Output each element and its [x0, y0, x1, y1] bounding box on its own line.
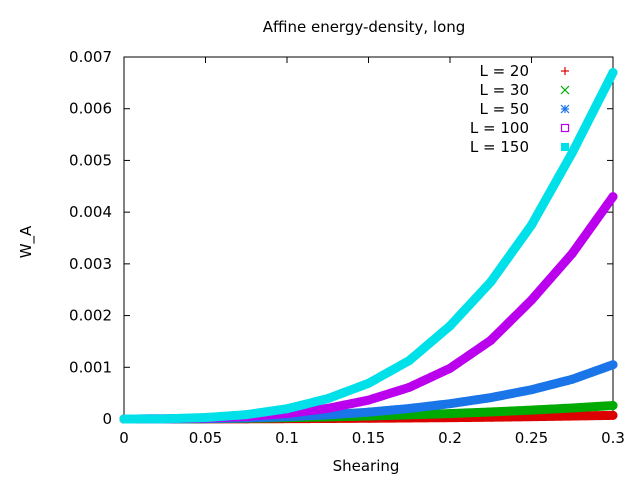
data-point [567, 403, 577, 413]
legend-item-l-100: L = 100 [470, 119, 570, 137]
legend-item-l-20: L = 20 [479, 62, 569, 80]
x-tick-label: 0.15 [352, 429, 385, 447]
x-tick-label: 0.2 [438, 429, 462, 447]
data-point [404, 382, 414, 392]
x-tick-label: 0.05 [189, 429, 222, 447]
data-point [567, 411, 577, 421]
data-point [282, 404, 292, 414]
series-band [119, 68, 618, 424]
y-axis: 0 0.001 0.002 0.003 0.004 0.005 0.006 0.007 [69, 48, 613, 428]
x-axis-label: Shearing [333, 457, 400, 475]
legend-label: L = 100 [470, 119, 529, 137]
data-point [486, 277, 496, 287]
y-tick-label: 0.004 [69, 203, 112, 221]
legend-item-l-150: L = 150 [470, 138, 569, 156]
data-point [201, 413, 210, 423]
legend-label: L = 30 [479, 81, 529, 99]
data-point [527, 295, 536, 305]
chart-title: Affine energy-density, long [263, 18, 466, 36]
legend-marker-star [560, 104, 570, 114]
data-point [364, 378, 373, 388]
x-tick-label: 0.25 [515, 429, 548, 447]
plot-series [119, 68, 618, 424]
series-l-150 [119, 68, 618, 424]
legend-item-l-30: L = 30 [479, 81, 570, 99]
data-point [608, 360, 618, 370]
legend-marker-open-square [560, 123, 570, 133]
y-tick-label: 0 [102, 410, 112, 428]
data-point [527, 220, 536, 230]
legend-marker-filled-square [561, 143, 569, 151]
data-point [323, 394, 333, 404]
legend-label: L = 150 [470, 138, 529, 156]
data-point [608, 68, 618, 78]
data-point [445, 321, 455, 331]
y-tick-label: 0.006 [69, 100, 112, 118]
data-point [119, 414, 129, 424]
data-point [445, 399, 455, 409]
legend-marker-x [560, 85, 570, 95]
legend-item-l-50: L = 50 [479, 100, 570, 118]
y-tick-label: 0.005 [69, 151, 112, 169]
data-point [364, 395, 373, 405]
data-point [241, 410, 251, 420]
x-tick-label: 0 [119, 429, 129, 447]
data-point [445, 363, 455, 373]
data-point [364, 407, 373, 417]
data-point [527, 385, 536, 395]
data-point [404, 404, 414, 414]
legend-label: L = 20 [479, 62, 529, 80]
data-point [608, 192, 618, 202]
data-point [404, 356, 414, 366]
data-point [486, 335, 496, 345]
y-tick-label: 0.001 [69, 358, 112, 376]
data-point [567, 374, 577, 384]
plot-frame [123, 56, 614, 420]
x-tick-label: 0.3 [601, 429, 625, 447]
legend-marker-plus [561, 67, 569, 75]
data-point [608, 401, 618, 411]
data-point [160, 414, 170, 424]
y-axis-label: W_A [17, 225, 36, 258]
x-tick-label: 0.1 [275, 429, 299, 447]
y-tick-label: 0.003 [69, 255, 112, 273]
data-point [567, 249, 577, 259]
data-point [527, 405, 536, 415]
data-point [486, 407, 496, 417]
y-tick-label: 0.002 [69, 307, 112, 325]
plot-border [123, 56, 614, 420]
y-tick-label: 0.007 [69, 48, 112, 66]
data-point [486, 393, 496, 403]
data-point [445, 409, 455, 419]
data-point [567, 148, 577, 158]
legend-label: L = 50 [479, 100, 529, 118]
data-point [323, 403, 333, 413]
data-point [608, 410, 618, 420]
